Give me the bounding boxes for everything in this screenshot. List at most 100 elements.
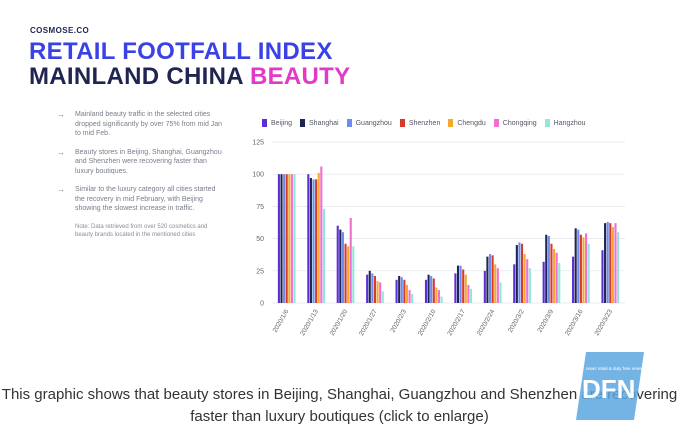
bar	[339, 229, 342, 303]
legend-swatch	[544, 119, 550, 127]
bar	[427, 274, 430, 303]
bar	[601, 250, 604, 303]
bar	[491, 255, 494, 303]
y-tick-label: 50	[256, 236, 264, 243]
legend-item: Hangzhou	[544, 119, 586, 127]
bar	[341, 232, 344, 303]
bar	[545, 234, 548, 303]
legend-item: Chongqing	[493, 119, 537, 127]
page-subtitle: MAINLAND CHINA BEAUTY	[29, 63, 350, 91]
bullet-item: → Beauty stores in Beijing, Shanghai, Gu…	[57, 148, 225, 177]
bar	[376, 281, 379, 303]
bar	[307, 174, 310, 303]
bar	[558, 263, 561, 303]
bar	[587, 243, 590, 303]
y-tick-label: 100	[252, 172, 264, 179]
bullet-text: Mainland beauty traffic in the selected …	[75, 111, 223, 137]
bar	[411, 293, 414, 303]
bar	[459, 265, 462, 303]
bar	[467, 284, 470, 303]
bar	[542, 261, 545, 303]
chart-legend: Beijing Shanghai Guangzhou Shenzhen Chengdu C…	[262, 119, 594, 127]
bar	[550, 243, 553, 303]
subtitle-accent: BEAUTY	[249, 63, 351, 90]
legend-label: Hangzhou	[553, 119, 586, 127]
bar	[403, 279, 406, 303]
bar	[398, 275, 401, 303]
bar	[320, 166, 323, 303]
x-tick-label: 2020/2/17	[446, 308, 467, 337]
bar	[513, 264, 516, 303]
bar	[614, 223, 617, 303]
bar	[604, 223, 607, 303]
legend-label: Shanghai	[309, 119, 339, 127]
legend-item: Beijing	[262, 119, 292, 127]
bar	[486, 256, 489, 303]
bar	[395, 279, 398, 303]
x-tick-label: 2020/3/16	[564, 308, 585, 337]
bar	[585, 233, 588, 303]
bar	[379, 282, 382, 303]
bar	[317, 172, 320, 303]
legend-swatch	[448, 119, 454, 127]
bullet-list: → Mainland beauty traffic in the selecte…	[57, 110, 225, 239]
bar	[440, 296, 443, 303]
x-tick-label: 2020/3/2	[507, 308, 526, 334]
arrow-icon: →	[57, 110, 65, 119]
bar	[432, 278, 435, 303]
legend-item: Shenzhen	[399, 119, 441, 127]
x-tick-label: 2020/3/9	[536, 308, 555, 334]
bar	[309, 178, 312, 303]
bar	[488, 254, 492, 303]
bar	[462, 269, 465, 303]
arrow-icon: →	[57, 185, 65, 194]
bar	[454, 273, 457, 303]
bar	[515, 245, 518, 303]
legend-swatch	[262, 119, 267, 127]
bar	[499, 282, 502, 303]
bar	[280, 174, 283, 303]
x-tick-label: 2020/1/27	[358, 308, 379, 337]
y-tick-label: 0	[260, 301, 264, 308]
x-tick-label: 2020/1/20	[329, 308, 350, 337]
brand-label: COSMOSE.CO	[30, 26, 90, 35]
legend-swatch	[300, 119, 306, 127]
legend-label: Chongqing	[502, 119, 537, 127]
legend-swatch	[399, 119, 405, 127]
bar	[464, 274, 467, 303]
legend-swatch	[493, 119, 499, 127]
x-tick-label: 2020/2/24	[476, 308, 497, 337]
legend-label: Beijing	[271, 119, 293, 127]
bar	[349, 217, 352, 303]
bar	[617, 232, 620, 303]
bar	[336, 225, 339, 303]
watermark-text: DFN	[582, 374, 635, 404]
y-tick-label: 125	[252, 140, 264, 147]
bar	[579, 234, 582, 303]
bar	[577, 229, 580, 303]
image-caption[interactable]: This graphic shows that beauty stores in…	[1, 386, 678, 425]
bar	[437, 290, 441, 303]
arrow-icon: →	[57, 147, 65, 157]
y-tick-label: 75	[256, 204, 264, 211]
legend-label: Shenzhen	[408, 119, 441, 127]
bar	[371, 273, 374, 303]
bar	[456, 265, 460, 303]
x-tick-label: 2020/1/13	[299, 308, 320, 337]
legend-item: Guangzhou	[346, 119, 392, 127]
bar	[582, 237, 585, 303]
bar	[290, 174, 293, 303]
bar	[430, 275, 433, 303]
legend-label: Chengdu	[457, 119, 486, 127]
bullet-text: Beauty stores in Beijing, Shanghai, Guan…	[75, 148, 222, 175]
legend-item: Chengdu	[448, 119, 486, 127]
bar	[352, 246, 355, 303]
bar	[400, 277, 403, 303]
bar	[574, 228, 577, 303]
x-tick-label: 2020/2/10	[417, 308, 438, 337]
bar	[293, 174, 296, 303]
x-tick-label: 2020/2/3	[389, 308, 408, 334]
legend-swatch	[346, 119, 352, 127]
bullet-item: → Mainland beauty traffic in the selecte…	[57, 110, 225, 139]
x-tick-label: 2020/1/6	[272, 308, 291, 334]
